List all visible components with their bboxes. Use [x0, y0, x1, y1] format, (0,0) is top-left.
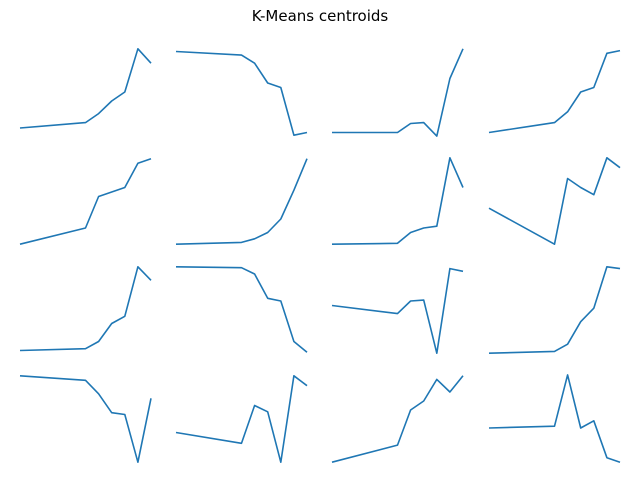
centroid-subplot-11	[331, 267, 464, 355]
centroid-line-14	[175, 374, 308, 464]
centroid-line-12	[488, 265, 621, 354]
centroid-subplot-6	[175, 158, 308, 245]
centroid-line-7	[331, 157, 464, 245]
centroid-line-6	[175, 158, 308, 245]
centroid-subplot-16	[488, 374, 621, 463]
centroid-subplot-1	[19, 47, 152, 129]
centroid-line-8	[488, 157, 621, 245]
centroid-subplot-13	[19, 375, 152, 464]
centroid-subplot-14	[175, 374, 308, 464]
centroid-line-9	[19, 265, 152, 352]
centroid-line-2	[175, 50, 308, 136]
centroid-subplot-3	[332, 48, 464, 137]
centroid-line-16	[488, 374, 621, 463]
centroid-line-15	[331, 375, 464, 463]
centroid-line-3	[332, 48, 464, 137]
centroid-subplot-10	[175, 266, 308, 353]
centroid-line-5	[19, 157, 152, 245]
centroid-subplot-8	[488, 157, 621, 245]
centroid-subplot-12	[488, 265, 621, 354]
centroid-subplot-15	[331, 375, 464, 463]
chart-title: K-Means centroids	[251, 7, 389, 25]
centroid-line-4	[488, 49, 621, 134]
centroid-subplot-7	[331, 157, 464, 245]
centroid-line-10	[175, 266, 308, 353]
centroid-line-11	[331, 267, 464, 355]
centroid-subplot-2	[175, 50, 308, 136]
centroid-subplot-4	[488, 49, 621, 134]
centroid-line-1	[19, 47, 152, 129]
centroid-subplot-9	[19, 265, 152, 352]
centroid-line-13	[19, 375, 152, 464]
centroid-subplot-5	[19, 157, 152, 245]
